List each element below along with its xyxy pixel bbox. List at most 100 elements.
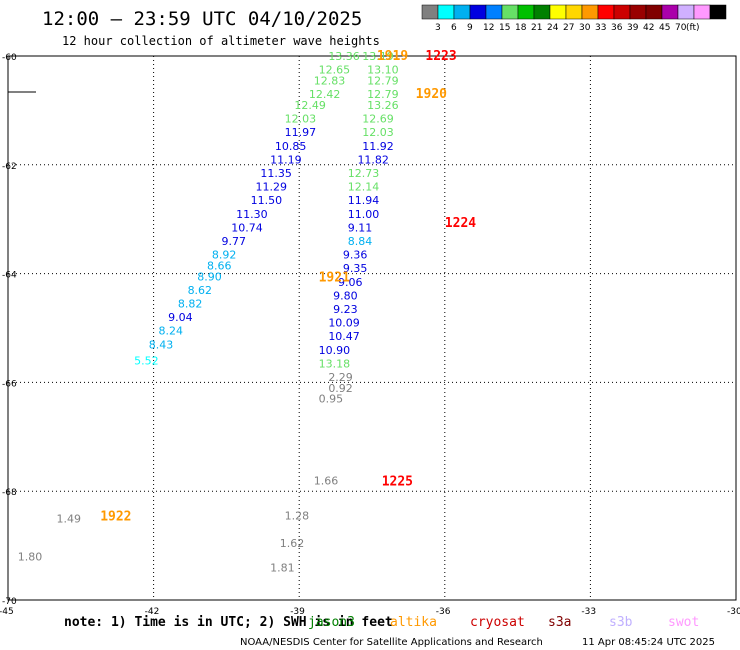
wave-height-label: 9.80: [333, 289, 358, 302]
legend-swatch: [469, 4, 487, 20]
legend-swatch: [597, 4, 615, 20]
legend-tick: 3: [435, 23, 441, 33]
wave-height-label: 12.14: [348, 181, 380, 194]
wave-height-label: 13.36: [328, 50, 360, 63]
pass-time-label: 1920: [416, 87, 447, 102]
wave-height-label: 11.00: [348, 208, 380, 221]
generated-timestamp: 11 Apr 08:45:24 UTC 2025: [582, 637, 715, 648]
wave-height-label: 9.77: [222, 235, 247, 248]
wave-height-label: 1.62: [280, 537, 305, 550]
legend-tick: 39: [627, 23, 639, 33]
legend-tick: 12: [483, 23, 494, 33]
color-legend: 3 6 9 12 15 18 21 24 27 30 33 36 39 42 45 70 (ft): [421, 4, 727, 33]
satellite-altika: altika: [390, 615, 437, 630]
legend-tick: 24: [547, 23, 559, 33]
legend-tick: 70: [675, 23, 687, 33]
legend-swatch: [613, 4, 631, 20]
legend-tick: 6: [451, 23, 457, 33]
legend-swatch: [517, 4, 535, 20]
legend-swatch: [629, 4, 647, 20]
wave-height-label: 11.30: [236, 208, 268, 221]
x-tick-label: -42: [145, 607, 160, 617]
legend-swatch: [645, 4, 663, 20]
plot-area: -45 -42 -39 -36 -33 -30 -60 -62 -64 -66 -68 -70 13.3…: [0, 49, 740, 617]
wave-height-label: 13.26: [367, 99, 399, 112]
wave-height-label: 11.19: [270, 153, 302, 166]
y-tick-label: -60: [2, 53, 17, 63]
y-tick-label: -62: [2, 162, 17, 172]
credit-text: NOAA/NESDIS Center for Satellite Applica…: [240, 637, 543, 648]
wave-height-label: 11.82: [357, 153, 389, 166]
wave-height-label: 12.49: [294, 99, 326, 112]
wave-height-label: 13.10: [367, 64, 399, 77]
satellite-legend: jason3 altika cryosat s3a s3b swot: [308, 615, 699, 630]
wave-height-label: 11.29: [256, 181, 288, 194]
wave-height-label: 10.90: [319, 344, 351, 357]
wave-height-label: 13.19: [362, 50, 394, 63]
legend-tick: 9: [467, 23, 473, 33]
x-tick-label: -33: [581, 607, 596, 617]
y-tick-label: -70: [2, 597, 17, 607]
legend-tick: 21: [531, 23, 542, 33]
wave-height-label: 12.79: [367, 74, 399, 87]
wave-height-label: 10.47: [328, 330, 360, 343]
wave-height-label: 12.79: [367, 88, 399, 101]
legend-tick: 15: [499, 23, 510, 33]
wave-height-label: 12.69: [362, 113, 394, 126]
legend-swatch: [677, 4, 695, 20]
legend-tick: 18: [515, 23, 527, 33]
wave-height-label: 8.92: [212, 249, 237, 262]
wave-height-label: 9.36: [343, 249, 368, 262]
wave-height-label: 9.23: [333, 303, 358, 316]
wave-height-label: 1.49: [57, 512, 82, 525]
satellite-s3a: s3a: [548, 615, 571, 630]
wave-height-label: 8.43: [149, 338, 174, 351]
legend-tick: 33: [595, 23, 606, 33]
y-tick-label: -66: [2, 379, 17, 389]
wave-height-label: 12.42: [309, 88, 341, 101]
legend-tick: 30: [579, 23, 591, 33]
x-tick-label: -30: [727, 607, 740, 617]
wave-height-label: 9.35: [343, 262, 368, 275]
legend-tick: 36: [611, 23, 623, 33]
wave-height-label: 1.81: [270, 561, 295, 574]
wave-height-label: 9.11: [348, 221, 373, 234]
satellite-swot: swot: [668, 615, 699, 630]
x-tick-label: -36: [436, 607, 451, 617]
wave-height-label: 8.84: [348, 235, 373, 248]
legend-swatch: [421, 4, 439, 20]
legend-tick: 45: [659, 23, 670, 33]
legend-swatch: [581, 4, 599, 20]
wave-height-label: 11.94: [348, 194, 380, 207]
wave-height-label: 10.74: [231, 221, 263, 234]
wave-height-label: 1.28: [285, 510, 310, 523]
legend-swatch: [437, 4, 455, 20]
x-tick-label: -45: [0, 607, 14, 617]
map-title: 12:00 – 23:59 UTC 04/10/2025: [42, 8, 362, 30]
wave-height-label: 11.50: [251, 194, 283, 207]
wave-height-label: 9.04: [168, 311, 193, 324]
wave-height-label: 11.97: [285, 126, 317, 139]
pass-time-label: 1919: [377, 49, 408, 64]
satellite-jason3: jason3: [308, 615, 355, 630]
wave-height-label: 8.66: [207, 259, 232, 272]
satellite-s3b: s3b: [609, 615, 633, 630]
legend-swatch: [453, 4, 471, 20]
wave-height-label: 8.62: [188, 284, 213, 297]
wave-height-label: 11.92: [362, 140, 394, 153]
wave-height-label: 12.73: [348, 167, 380, 180]
legend-tick: 42: [643, 23, 654, 33]
legend-swatch: [661, 4, 679, 20]
wave-height-label: 8.90: [197, 270, 222, 283]
wave-height-label: 12.65: [319, 64, 351, 77]
wave-height-label: 5.52: [134, 355, 159, 368]
x-tick-label: -39: [290, 607, 305, 617]
wave-height-label: 1.66: [314, 474, 339, 487]
legend-unit: (ft): [686, 23, 700, 33]
legend-swatch: [485, 4, 503, 20]
plot-frame: [7, 55, 737, 601]
wave-height-label: 13.18: [319, 357, 351, 370]
legend-tick: 27: [563, 23, 574, 33]
